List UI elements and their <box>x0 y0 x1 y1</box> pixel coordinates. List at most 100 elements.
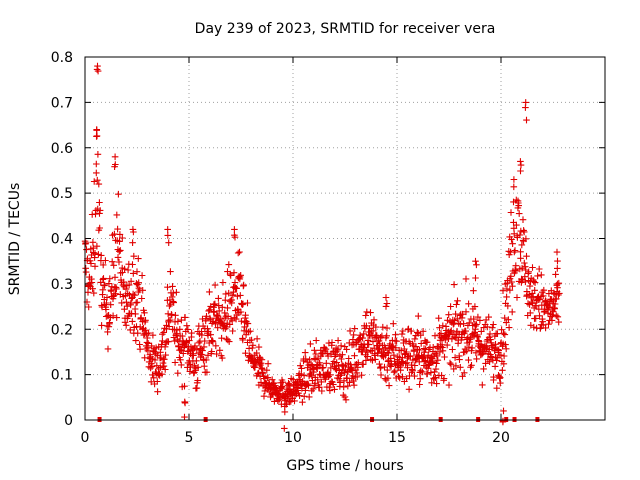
data-point <box>551 300 559 308</box>
data-point <box>419 328 427 335</box>
data-point <box>390 368 398 376</box>
data-point <box>353 373 361 381</box>
data-point <box>338 355 345 363</box>
data-point <box>249 342 257 349</box>
data-point <box>398 330 406 338</box>
data-point <box>489 324 496 331</box>
data-point <box>465 356 472 364</box>
data-point <box>141 309 148 317</box>
data-point <box>165 239 172 246</box>
data-point <box>362 312 369 319</box>
data-point <box>166 316 174 324</box>
data-point <box>240 281 247 289</box>
data-point <box>392 344 400 352</box>
data-point <box>511 248 518 256</box>
data-point <box>393 337 400 345</box>
data-point <box>206 306 213 314</box>
data-point <box>190 350 197 358</box>
data-point <box>521 259 528 267</box>
data-point <box>507 273 515 280</box>
data-point <box>279 383 286 391</box>
data-point <box>517 255 524 262</box>
data-point <box>540 286 548 294</box>
data-point <box>446 359 454 367</box>
data-point <box>437 330 445 337</box>
data-point <box>205 307 212 315</box>
data-point <box>90 178 98 185</box>
data-point <box>279 378 287 386</box>
data-point <box>398 358 406 365</box>
data-point <box>299 398 306 406</box>
data-point <box>208 348 215 355</box>
data-point <box>216 347 224 354</box>
data-point <box>144 340 152 347</box>
data-point <box>382 303 390 310</box>
data-point <box>132 337 140 344</box>
data-point <box>505 316 512 323</box>
data-point <box>123 298 130 306</box>
data-point <box>520 228 528 236</box>
data-point <box>521 273 529 280</box>
data-point <box>150 374 157 382</box>
grid <box>85 57 605 420</box>
data-point <box>149 371 156 379</box>
data-point <box>130 270 137 277</box>
data-point <box>93 133 100 140</box>
data-point <box>239 336 247 344</box>
data-point <box>411 362 419 369</box>
data-point <box>201 362 208 370</box>
data-point <box>225 261 233 268</box>
data-point <box>128 295 135 302</box>
data-point <box>234 249 242 257</box>
data-point <box>225 289 232 297</box>
data-point <box>133 299 141 306</box>
data-point <box>222 296 229 304</box>
data-point <box>258 356 266 363</box>
data-point <box>133 268 141 275</box>
data-point <box>356 335 363 343</box>
data-point <box>96 207 104 214</box>
data-point <box>239 300 247 308</box>
data-point <box>382 294 390 301</box>
x-tick-label: 0 <box>81 430 90 446</box>
data-point <box>379 323 387 331</box>
data-point <box>119 269 126 276</box>
data-point <box>330 381 337 388</box>
data-point <box>96 210 103 217</box>
data-point <box>178 316 185 324</box>
data-point <box>263 366 271 374</box>
data-point <box>98 322 105 329</box>
data-point <box>416 375 424 382</box>
data-point <box>360 330 367 338</box>
data-point <box>165 338 172 345</box>
data-point <box>214 324 221 331</box>
data-point <box>337 342 345 350</box>
data-point <box>445 381 453 389</box>
data-point <box>213 350 220 358</box>
data-point <box>332 365 339 372</box>
data-point <box>517 158 524 165</box>
data-point <box>415 312 422 320</box>
data-point <box>215 307 223 315</box>
data-point <box>383 300 391 307</box>
data-point <box>114 254 122 261</box>
data-point <box>516 231 524 239</box>
data-point <box>162 351 169 359</box>
data-point <box>227 272 234 279</box>
data-point <box>113 314 120 321</box>
data-point <box>210 301 218 308</box>
data-point <box>195 339 203 347</box>
data-point <box>137 314 145 322</box>
data-point <box>201 337 208 345</box>
data-point <box>90 289 98 297</box>
data-point <box>121 305 128 313</box>
data-point <box>307 340 314 348</box>
data-point <box>113 211 121 219</box>
data-point <box>534 272 541 280</box>
data-point <box>180 350 187 357</box>
data-point <box>458 334 466 341</box>
data-point <box>139 287 146 294</box>
data-point <box>281 425 288 432</box>
data-point <box>330 358 338 365</box>
data-point <box>228 299 235 307</box>
